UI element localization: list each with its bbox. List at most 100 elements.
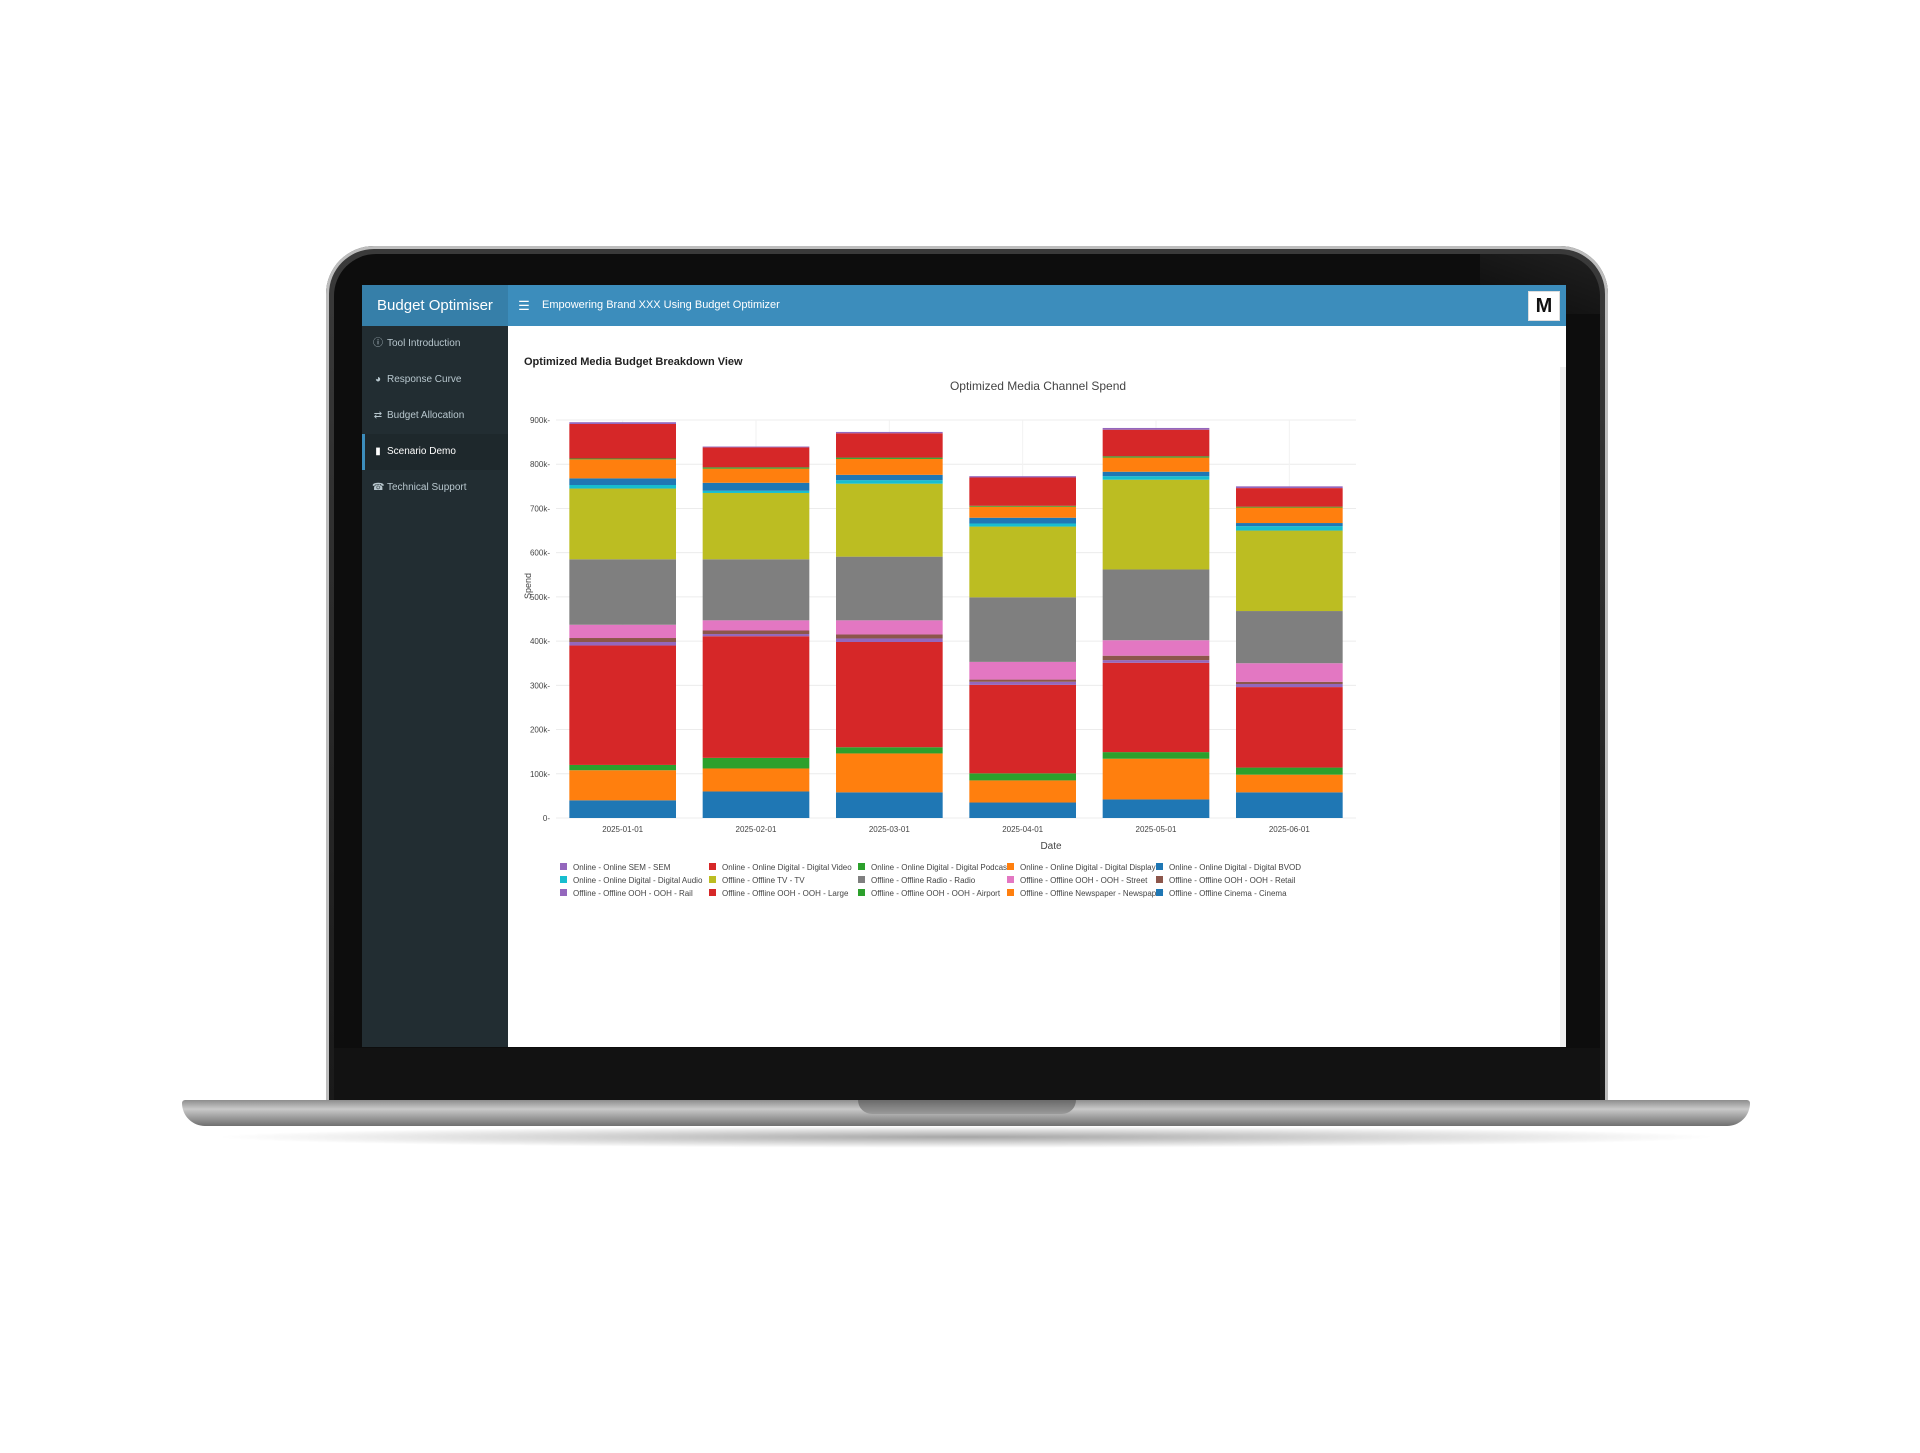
bar-segment[interactable]	[1102, 799, 1210, 818]
legend-swatch[interactable]	[709, 876, 716, 883]
legend-item[interactable]: Online - Online SEM - SEM	[573, 863, 671, 872]
bar-segment[interactable]	[836, 483, 943, 557]
bar-segment[interactable]	[702, 620, 810, 631]
bar-segment[interactable]	[702, 757, 810, 769]
bar-segment[interactable]	[1236, 523, 1343, 527]
bar-segment[interactable]	[969, 526, 1076, 598]
legend-swatch[interactable]	[1007, 863, 1014, 870]
bar-segment[interactable]	[702, 768, 810, 792]
bar-segment[interactable]	[1102, 476, 1210, 480]
bar-segment[interactable]	[836, 480, 943, 484]
bar-segment[interactable]	[1236, 767, 1343, 775]
bar-segment[interactable]	[1236, 507, 1343, 524]
bar-segment[interactable]	[1102, 662, 1210, 753]
legend-item[interactable]: Offline - Offline TV - TV	[722, 876, 805, 885]
bar-segment[interactable]	[569, 764, 676, 771]
bar-segment[interactable]	[569, 422, 676, 424]
bar-segment[interactable]	[569, 641, 676, 646]
bar-segment[interactable]	[1102, 456, 1210, 458]
legend-item[interactable]: Online - Online Digital - Digital Audio	[573, 876, 703, 885]
legend-swatch[interactable]	[560, 889, 567, 896]
legend-swatch[interactable]	[858, 863, 865, 870]
bar-segment[interactable]	[836, 433, 943, 458]
bar-segment[interactable]	[1102, 660, 1210, 663]
bar-segment[interactable]	[969, 477, 1076, 506]
legend-item[interactable]: Offline - Offline OOH - OOH - Street	[1020, 876, 1148, 885]
legend-item[interactable]: Offline - Offline OOH - OOH - Airport	[871, 889, 1001, 898]
sidebar-item-tool-introduction[interactable]: ⓘ Tool Introduction	[362, 326, 508, 362]
legend-item[interactable]: Offline - Offline OOH - OOH - Large	[722, 889, 849, 898]
bar-segment[interactable]	[702, 559, 810, 621]
bar-segment[interactable]	[1236, 792, 1343, 818]
bar-segment[interactable]	[836, 474, 943, 481]
bar-segment[interactable]	[702, 446, 810, 448]
bar-segment[interactable]	[569, 624, 676, 639]
bar-segment[interactable]	[1102, 457, 1210, 472]
bar-segment[interactable]	[569, 478, 676, 486]
bar-segment[interactable]	[969, 661, 1076, 680]
bar-segment[interactable]	[1102, 479, 1210, 570]
sidebar-item-budget-allocation[interactable]: ⇄ Budget Allocation	[362, 398, 508, 434]
bar-segment[interactable]	[1236, 684, 1343, 688]
legend-swatch[interactable]	[709, 863, 716, 870]
bar-segment[interactable]	[969, 679, 1076, 682]
bar-segment[interactable]	[702, 468, 810, 483]
legend-item[interactable]: Offline - Offline Radio - Radio	[871, 876, 976, 885]
bar-segment[interactable]	[969, 681, 1076, 685]
app-brand[interactable]: Budget Optimiser	[362, 285, 508, 326]
bar-segment[interactable]	[836, 620, 943, 635]
legend-swatch[interactable]	[858, 889, 865, 896]
legend-item[interactable]: Online - Online Digital - Digital Podcas…	[871, 863, 1010, 872]
bar-segment[interactable]	[1102, 427, 1210, 430]
bar-segment[interactable]	[1236, 687, 1343, 768]
bar-segment[interactable]	[1102, 471, 1210, 477]
bar-segment[interactable]	[702, 791, 810, 818]
bar-segment[interactable]	[836, 556, 943, 621]
legend-swatch[interactable]	[1156, 889, 1163, 896]
bar-segment[interactable]	[569, 458, 676, 460]
bar-segment[interactable]	[1102, 640, 1210, 656]
sidebar-toggle-icon[interactable]: ☰	[518, 298, 530, 313]
legend-item[interactable]: Online - Online Digital - Digital BVOD	[1169, 863, 1301, 872]
bar-segment[interactable]	[1102, 758, 1210, 800]
bar-segment[interactable]	[569, 800, 676, 818]
bar-segment[interactable]	[702, 630, 810, 635]
legend-item[interactable]: Offline - Offline OOH - OOH - Rail	[573, 889, 693, 898]
bar-segment[interactable]	[1236, 486, 1343, 489]
bar-segment[interactable]	[836, 638, 943, 642]
bar-segment[interactable]	[1236, 506, 1343, 508]
bar-segment[interactable]	[569, 423, 676, 459]
bar-segment[interactable]	[836, 431, 943, 434]
content-scrollbar[interactable]	[1560, 367, 1566, 1047]
bar-segment[interactable]	[836, 457, 943, 459]
legend-item[interactable]: Offline - Offline Cinema - Cinema	[1169, 889, 1287, 898]
bar-segment[interactable]	[1236, 611, 1343, 664]
bar-segment[interactable]	[969, 523, 1076, 527]
bar-segment[interactable]	[1236, 681, 1343, 685]
bar-segment[interactable]	[702, 482, 810, 491]
legend-swatch[interactable]	[858, 876, 865, 883]
bar-segment[interactable]	[1236, 488, 1343, 507]
bar-segment[interactable]	[969, 517, 1076, 524]
bar-segment[interactable]	[1102, 752, 1210, 759]
bar-segment[interactable]	[702, 492, 810, 560]
legend-swatch[interactable]	[1007, 876, 1014, 883]
bar-segment[interactable]	[969, 597, 1076, 662]
bar-segment[interactable]	[702, 636, 810, 758]
bar-segment[interactable]	[569, 645, 676, 765]
bar-segment[interactable]	[969, 506, 1076, 518]
legend-item[interactable]: Online - Online Digital - Digital Displa…	[1020, 863, 1156, 872]
bar-segment[interactable]	[702, 447, 810, 468]
legend-swatch[interactable]	[560, 876, 567, 883]
bar-segment[interactable]	[969, 476, 1076, 478]
bar-segment[interactable]	[569, 459, 676, 479]
bar-segment[interactable]	[569, 485, 676, 489]
bar-segment[interactable]	[569, 488, 676, 560]
legend-item[interactable]: Offline - Offline Newspaper - Newspaper	[1020, 889, 1164, 898]
legend-swatch[interactable]	[1156, 863, 1163, 870]
bar-segment[interactable]	[702, 490, 810, 493]
bar-segment[interactable]	[969, 780, 1076, 803]
bar-segment[interactable]	[1102, 429, 1210, 457]
bar-segment[interactable]	[836, 792, 943, 818]
bar-segment[interactable]	[969, 505, 1076, 507]
